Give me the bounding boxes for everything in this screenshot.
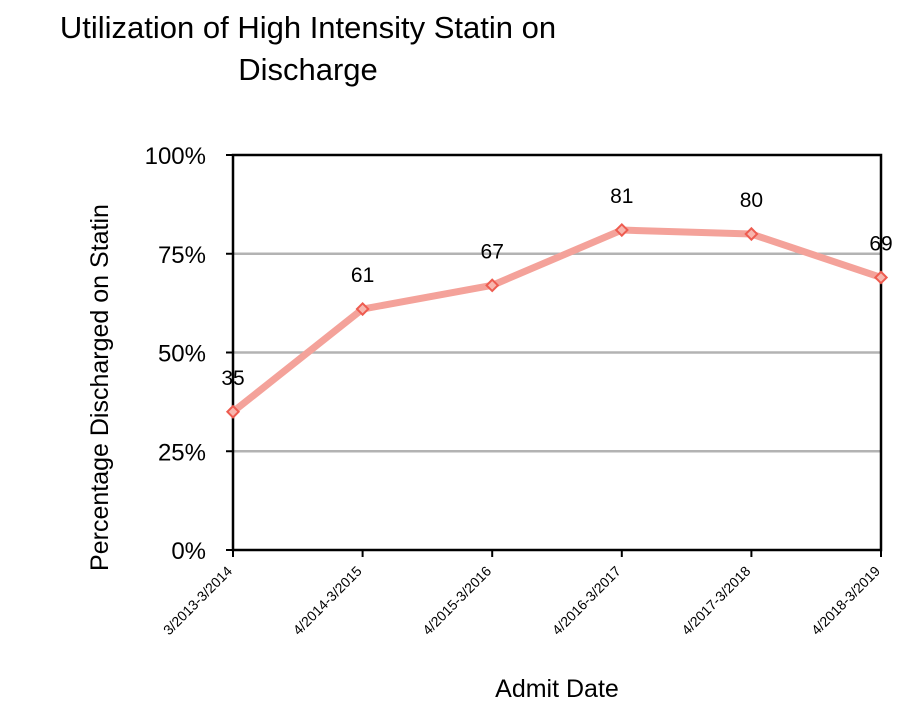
- x-tick-label: 4/2016-3/2017: [549, 563, 624, 638]
- x-tick-label: 3/2013-3/2014: [160, 563, 235, 638]
- data-label: 69: [869, 232, 892, 255]
- data-point: [485, 278, 500, 293]
- plot-area-frame: [231, 153, 883, 552]
- y-tick-label: 25%: [158, 439, 206, 466]
- y-tick-label: 100%: [145, 143, 206, 170]
- data-point: [225, 404, 241, 419]
- y-tick-label: 50%: [158, 341, 206, 368]
- x-tick-label: 4/2015-3/2016: [419, 563, 494, 638]
- x-tick-label: 4/2017-3/2018: [678, 563, 753, 638]
- chart-title-line-1: Utilization of High Intensity Statin on: [60, 10, 556, 45]
- x-axis-title: Admit Date: [495, 675, 619, 703]
- data-label: 61: [351, 264, 374, 287]
- x-tick-label: 4/2018-3/2019: [808, 563, 883, 638]
- data-label: 35: [221, 367, 244, 390]
- data-point: [355, 301, 370, 317]
- series-line: [229, 226, 885, 416]
- chart-title-line-2: Discharge: [238, 52, 378, 87]
- y-axis-title: Percentage Discharged on Statin: [86, 204, 114, 571]
- data-label: 67: [481, 240, 504, 263]
- data-point: [744, 226, 759, 242]
- y-axis-ticks: 0% 25% 50% 75% 100%: [145, 143, 233, 565]
- data-label: 80: [740, 189, 763, 212]
- data-point: [614, 222, 629, 238]
- y-tick-label: 0%: [171, 538, 206, 565]
- x-axis-ticks: 3/2013-3/2014 4/2014-3/2015 4/2015-3/2016 4…: [160, 550, 883, 638]
- gridlines: [233, 252, 881, 453]
- data-point: [873, 270, 889, 285]
- series-layer: 35 61 67 81 80 69: [221, 185, 893, 419]
- data-label: 81: [610, 185, 633, 208]
- x-tick-label: 4/2014-3/2015: [290, 563, 365, 638]
- y-tick-label: 75%: [158, 242, 206, 269]
